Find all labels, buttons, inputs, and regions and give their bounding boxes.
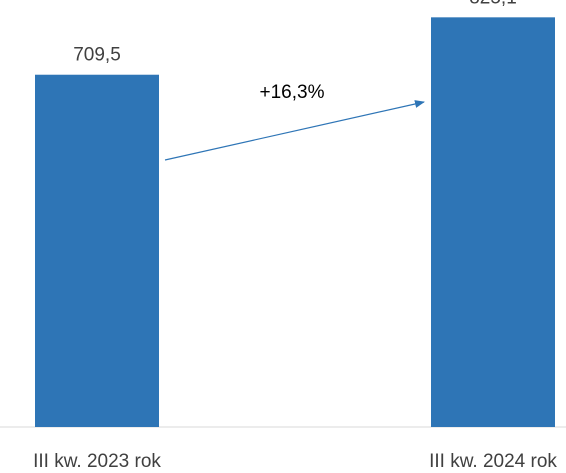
x-tick-label-1: III kw. 2023 rok [33, 451, 161, 472]
growth-arrow [164, 100, 425, 161]
value-label-2: 825,1 [469, 0, 517, 8]
x-tick-labels-group: III kw. 2023 rok III kw. 2024 rok [33, 451, 557, 472]
value-labels-group: 709,5 825,1 [73, 0, 517, 66]
x-tick-label-2: III kw. 2024 rok [429, 451, 557, 472]
bar-1 [35, 74, 159, 427]
growth-annotation: +16,3% [260, 82, 325, 103]
value-label-1: 709,5 [73, 45, 121, 66]
bar-2 [431, 17, 555, 428]
bars-group [35, 17, 555, 428]
